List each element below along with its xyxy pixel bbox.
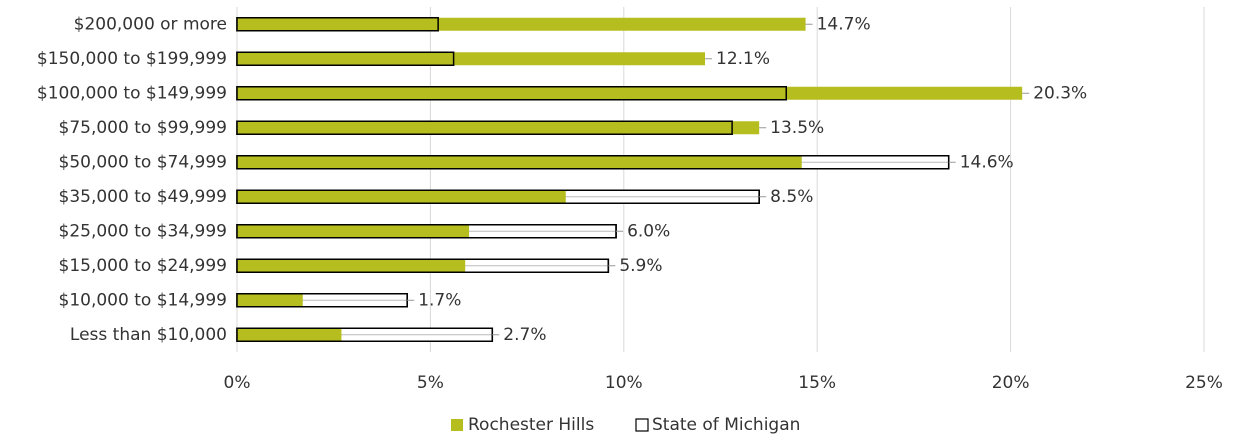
legend-label: State of Michigan	[652, 415, 800, 435]
bar-rochester	[237, 224, 470, 238]
y-tick-label: $100,000 to $149,999	[37, 83, 227, 103]
y-tick-label: $200,000 or more	[74, 14, 227, 34]
value-label: 20.3%	[1033, 83, 1087, 103]
y-tick-label: $150,000 to $199,999	[37, 49, 227, 69]
bar-michigan-outline	[236, 86, 788, 101]
value-label: 13.5%	[770, 118, 824, 138]
y-tick-label: $75,000 to $99,999	[59, 118, 227, 138]
bar-rochester	[237, 190, 566, 204]
y-tick-label: $10,000 to $14,999	[59, 290, 227, 310]
bar-rochester	[237, 121, 760, 135]
y-tick-label: $35,000 to $49,999	[59, 187, 227, 207]
value-label: 1.7%	[418, 290, 461, 310]
bar-rochester	[237, 259, 466, 273]
bar-rochester	[237, 17, 806, 31]
bar-michigan-outline	[236, 224, 617, 239]
y-tick-label: Less than $10,000	[70, 325, 227, 345]
y-tick-label: $25,000 to $34,999	[59, 221, 227, 241]
bar-rochester	[237, 86, 1023, 100]
legend-swatch	[635, 418, 649, 432]
bar-rochester	[237, 52, 706, 66]
bar-michigan-outline	[236, 51, 455, 66]
value-label: 5.9%	[619, 256, 662, 276]
value-label: 2.7%	[503, 325, 546, 345]
value-label: 6.0%	[627, 221, 670, 241]
bar-michigan-outline	[236, 120, 733, 135]
x-tick-label: 15%	[798, 373, 836, 393]
value-label: 12.1%	[716, 49, 770, 69]
x-tick-label: 25%	[1185, 373, 1223, 393]
x-tick-label: 0%	[224, 373, 251, 393]
y-tick-label: $50,000 to $74,999	[59, 152, 227, 172]
bar-michigan-outline	[236, 17, 439, 32]
bar-rochester	[237, 155, 802, 169]
value-label: 14.6%	[960, 152, 1014, 172]
bar-rochester	[237, 328, 342, 342]
x-tick-label: 5%	[417, 373, 444, 393]
y-tick-label: $15,000 to $24,999	[59, 256, 227, 276]
legend-swatch	[451, 419, 463, 431]
x-tick-label: 20%	[992, 373, 1030, 393]
x-tick-label: 10%	[605, 373, 643, 393]
legend-label: Rochester Hills	[468, 415, 594, 435]
value-label: 14.7%	[817, 14, 871, 34]
bar-rochester	[237, 293, 303, 307]
value-label: 8.5%	[770, 187, 813, 207]
